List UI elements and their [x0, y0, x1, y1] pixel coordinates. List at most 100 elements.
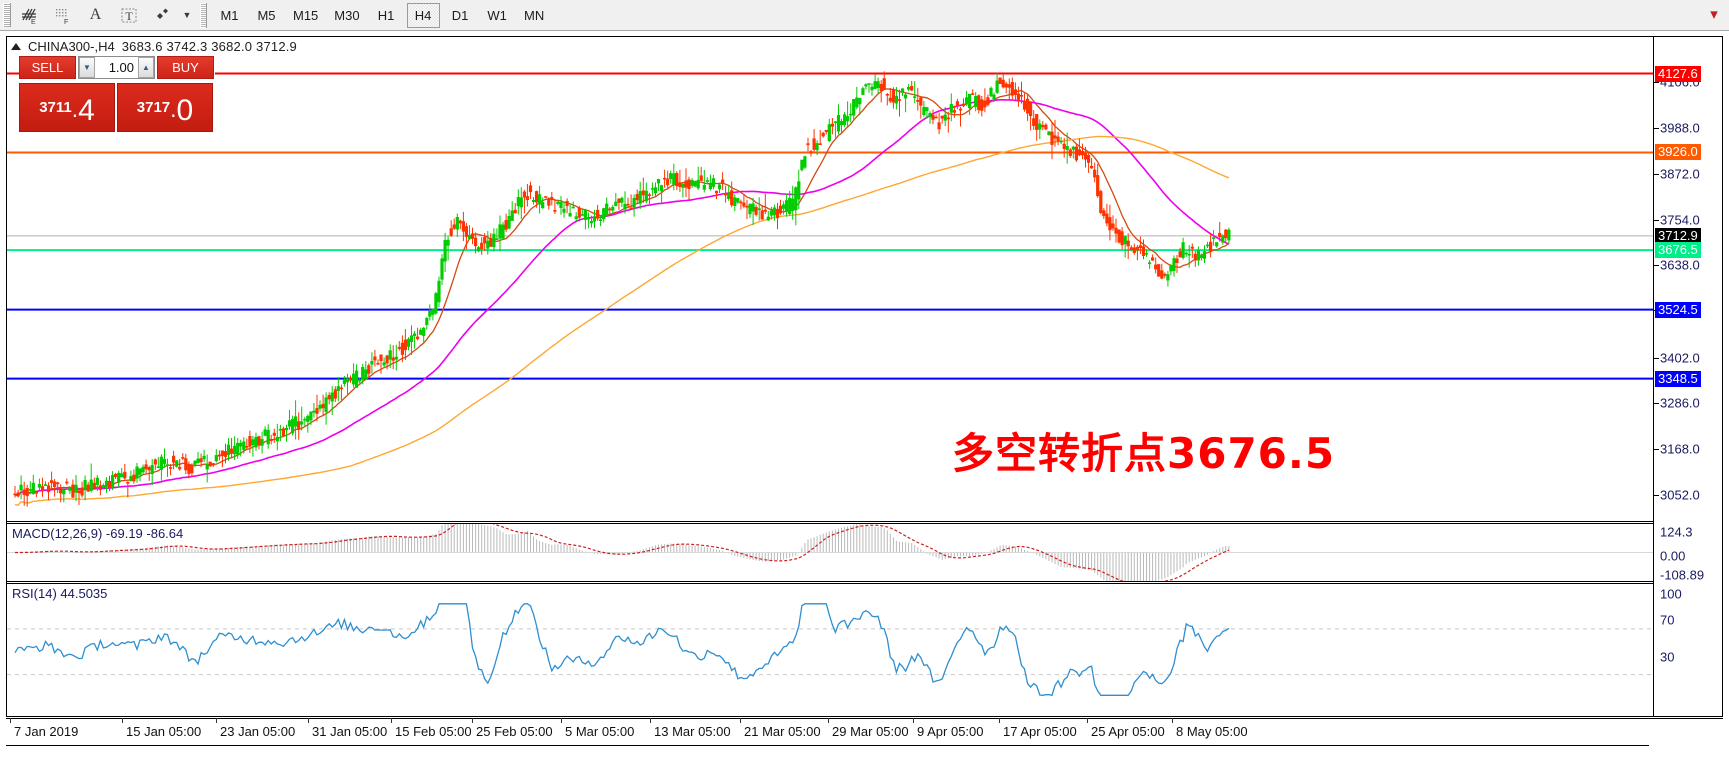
price-axis-label: 3638.0: [1660, 257, 1700, 273]
price-axis-tick: [1654, 403, 1659, 405]
price-axis-tick: [1654, 82, 1659, 83]
macd-pane[interactable]: [7, 524, 1655, 581]
rsi-axis-label: 100: [1660, 586, 1682, 602]
objects-icon[interactable]: [146, 2, 177, 29]
chart-canvas[interactable]: CHINA300-,H4 3683.6 3742.3 3682.0 3712.9…: [6, 36, 1723, 717]
svg-text:F: F: [64, 19, 68, 25]
time-axis-label: 23 Jan 05:00: [220, 724, 296, 739]
time-axis-label: 31 Jan 05:00: [312, 724, 388, 739]
oct-header-row: SELL ▼ 1.00 ▲ BUY: [19, 56, 215, 82]
rsi-axis-label: 30: [1660, 649, 1675, 665]
macd-signal-line: [15, 524, 1230, 581]
volume-increment-icon[interactable]: ▲: [138, 57, 154, 78]
price-badge-3926-0[interactable]: 3926.0: [1655, 144, 1701, 161]
price-axis-tick: [1654, 494, 1659, 496]
toolbar-grip[interactable]: [3, 3, 11, 27]
price-axis-tick: [1654, 449, 1659, 451]
grid-icon[interactable]: F: [47, 2, 78, 29]
price-axis-label: 3872.0: [1660, 166, 1700, 182]
time-axis-tick: [308, 718, 309, 723]
sell-price-fraction: 4: [78, 93, 95, 127]
timeframe-label: D1: [451, 7, 469, 23]
time-axis-label: 15 Feb 05:00: [395, 724, 472, 739]
macd-plot: [7, 524, 1655, 581]
price-badge-3348-5[interactable]: 3348.5: [1655, 370, 1701, 387]
rsi-plot: [7, 603, 1655, 697]
timeframe-label: M30: [334, 7, 360, 23]
price-axis-label: 3754.0: [1660, 212, 1700, 228]
macd-label: MACD(12,26,9) -69.19 -86.64: [12, 526, 184, 541]
sell-price-button[interactable]: 3711 . 4: [19, 83, 115, 132]
timeframe-button-m15[interactable]: M15: [287, 3, 324, 28]
price-badge-3524-5[interactable]: 3524.5: [1655, 301, 1701, 318]
vol-down-glyph: ▼: [83, 63, 91, 72]
main-toolbar: E F A T: [0, 0, 1729, 31]
time-axis-tick: [391, 718, 392, 723]
macd-axis-label: -108.89: [1660, 567, 1705, 583]
price-axis-tick: [1654, 265, 1659, 267]
buy-price-integer: 3717: [136, 99, 171, 116]
price-axis-label: 3988.0: [1660, 120, 1700, 136]
ohlc-values: 3683.6 3742.3 3682.0 3712.9: [121, 39, 297, 54]
timeframe-button-d1[interactable]: D1: [444, 3, 477, 28]
time-axis-tick: [561, 718, 562, 723]
close-toolbar-icon[interactable]: ▾: [1703, 3, 1725, 25]
chart-annotation-text: 多空转折点3676.5: [952, 429, 1336, 478]
timeframe-label: M5: [257, 7, 276, 23]
timeframe-button-w1[interactable]: W1: [481, 3, 514, 28]
timeframe-button-m30[interactable]: M30: [328, 3, 365, 28]
price-axis-tick: [1654, 219, 1659, 221]
volume-stepper[interactable]: ▼ 1.00 ▲: [78, 56, 155, 79]
svg-text:E: E: [31, 19, 36, 25]
buy-button[interactable]: BUY: [157, 56, 214, 79]
price-pane[interactable]: [7, 55, 1655, 517]
time-axis-tick: [1172, 718, 1173, 723]
time-axis-label: 9 Apr 05:00: [917, 724, 984, 739]
timeframe-button-m5[interactable]: M5: [250, 3, 283, 28]
timeframe-button-h1[interactable]: H1: [370, 3, 403, 28]
price-axis-label: 3052.0: [1660, 487, 1700, 503]
timeframe-button-m1[interactable]: M1: [213, 3, 246, 28]
collapse-triangle-icon[interactable]: [11, 43, 21, 50]
price-axis[interactable]: 4106.03988.03872.03754.03638.03524.53402…: [1653, 37, 1722, 716]
timeframe-label: H4: [414, 7, 432, 23]
text-tool-icon[interactable]: A: [89, 6, 102, 23]
rsi-line: [14, 603, 1230, 697]
time-axis-label: 7 Jan 2019: [14, 724, 79, 739]
time-axis-label: 29 Mar 05:00: [832, 724, 909, 739]
timeframe-group: M1 M5 M15 M30 H1 H4 D1 W1 MN: [211, 2, 553, 28]
caret-glyph: ▼: [182, 10, 192, 20]
macd-axis-label: 124.3: [1660, 524, 1693, 540]
time-axis-label: 8 May 05:00: [1176, 724, 1248, 739]
rsi-pane[interactable]: [7, 584, 1655, 716]
symbol-label: CHINA300-,H4: [28, 39, 115, 54]
volume-decrement-icon[interactable]: ▼: [79, 57, 95, 78]
time-axis-tick: [828, 718, 829, 723]
price-badge-3712-9[interactable]: 3712.9: [1655, 227, 1701, 244]
time-axis-label: 13 Mar 05:00: [654, 724, 731, 739]
time-axis-tick: [122, 718, 123, 723]
price-axis-tick: [1654, 128, 1659, 130]
price-badge-4127-6[interactable]: 4127.6: [1655, 65, 1701, 82]
time-axis-tick: [10, 718, 11, 723]
rsi-label: RSI(14) 44.5035: [12, 586, 108, 601]
time-axis-rule: [6, 718, 1723, 719]
indicators-icon[interactable]: E: [14, 2, 45, 29]
objects-dropdown-caret-icon[interactable]: ▼: [179, 2, 195, 29]
timeframe-label: W1: [487, 7, 507, 23]
oct-price-row: 3711 . 4 3717 . 0: [19, 83, 215, 132]
timeframe-button-h4[interactable]: H4: [406, 2, 440, 28]
moving-average-fast: [14, 88, 1230, 497]
price-axis-tick: [1654, 173, 1659, 175]
one-click-trading-panel[interactable]: SELL ▼ 1.00 ▲ BUY 3711 . 4: [19, 56, 215, 134]
label-tool-icon[interactable]: T: [113, 2, 144, 29]
time-axis[interactable]: 7 Jan 2019 15 Jan 05:00 23 Jan 05:00 31 Jan…: [6, 718, 1723, 750]
sell-button[interactable]: SELL: [19, 56, 76, 79]
timeframe-button-mn[interactable]: MN: [518, 3, 551, 28]
volume-input[interactable]: 1.00: [95, 57, 138, 78]
buy-price-button[interactable]: 3717 . 0: [117, 83, 213, 132]
buy-price-dot: .: [170, 96, 177, 122]
pane-separator-macd2: [7, 523, 1722, 524]
price-badge-3676-5[interactable]: 3676.5: [1655, 242, 1701, 259]
